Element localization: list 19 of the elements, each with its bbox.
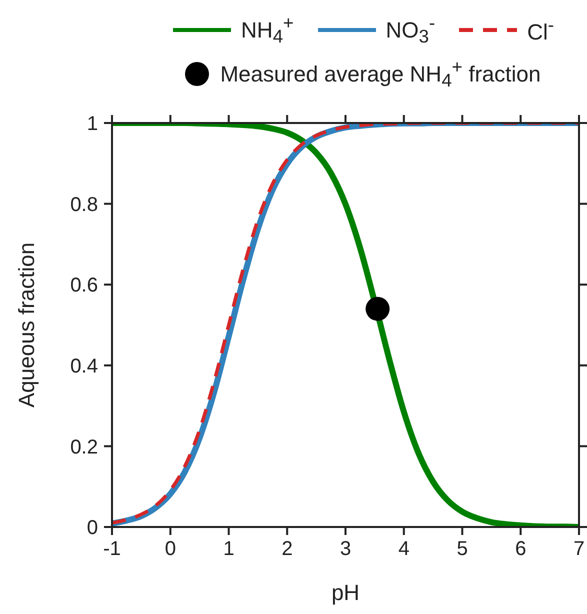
x-tick-label: 3 — [340, 538, 352, 560]
y-tick-label: 0 — [86, 517, 98, 540]
x-tick-label: 7 — [573, 538, 585, 560]
y-axis-title: Aqueous fraction — [14, 242, 39, 408]
y-tick-label: 0.2 — [70, 436, 98, 458]
x-tick-label: 5 — [456, 538, 468, 560]
y-tick-label: 0.4 — [70, 356, 98, 378]
x-axis-title: pH — [331, 580, 360, 605]
x-tick-label: 2 — [282, 538, 293, 560]
x-tick-label: 6 — [515, 538, 526, 560]
x-tick-label: -1 — [103, 538, 121, 560]
legend-label: Cl$^{-}$ — [527, 14, 554, 46]
y-tick-label: 1 — [86, 113, 98, 136]
legend-label: Measured average NH$_{4}$$^{+}$ fraction — [220, 56, 541, 92]
x-tick-label: 1 — [223, 538, 234, 560]
y-tick-label: 0.6 — [70, 274, 98, 297]
y-tick-label: 0.8 — [70, 194, 98, 216]
x-tick-label: 0 — [164, 538, 176, 560]
x-tick-label: 4 — [398, 538, 410, 560]
